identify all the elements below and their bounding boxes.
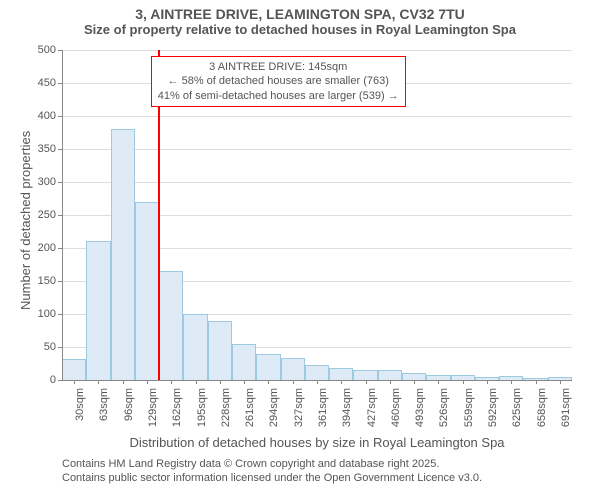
x-tick-label: 30sqm xyxy=(74,388,86,438)
chart-container: 3, AINTREE DRIVE, LEAMINGTON SPA, CV32 7… xyxy=(0,0,600,500)
histogram-bar xyxy=(135,202,159,380)
y-tick-label: 500 xyxy=(24,44,56,56)
y-tick-label: 450 xyxy=(24,77,56,89)
x-tick-label: 162sqm xyxy=(171,388,183,438)
callout-box: 3 AINTREE DRIVE: 145sqm← 58% of detached… xyxy=(151,56,406,107)
footer: Contains HM Land Registry data © Crown c… xyxy=(62,458,482,486)
x-tick-label: 195sqm xyxy=(196,388,208,438)
x-tick-label: 427sqm xyxy=(366,388,378,438)
histogram-bar xyxy=(111,129,135,380)
histogram-bar xyxy=(159,271,183,380)
histogram-bar xyxy=(402,373,426,380)
x-tick-label: 361sqm xyxy=(317,388,329,438)
callout-line: 41% of semi-detached houses are larger (… xyxy=(158,89,399,103)
y-tick-label: 250 xyxy=(24,209,56,221)
x-tick-label: 625sqm xyxy=(511,388,523,438)
x-tick-label: 559sqm xyxy=(463,388,475,438)
x-tick-label: 658sqm xyxy=(536,388,548,438)
histogram-bar xyxy=(62,359,86,380)
y-tick-label: 350 xyxy=(24,143,56,155)
x-tick-label: 261sqm xyxy=(244,388,256,438)
histogram-bar xyxy=(353,370,377,380)
callout-line: 3 AINTREE DRIVE: 145sqm xyxy=(158,60,399,74)
y-tick-label: 200 xyxy=(24,242,56,254)
x-axis-line xyxy=(62,380,572,381)
x-tick-label: 294sqm xyxy=(268,388,280,438)
y-tick-label: 100 xyxy=(24,308,56,320)
x-tick-label: 63sqm xyxy=(98,388,110,438)
x-tick-label: 327sqm xyxy=(293,388,305,438)
x-tick-label: 493sqm xyxy=(414,388,426,438)
callout-line: ← 58% of detached houses are smaller (76… xyxy=(158,74,399,88)
gridline xyxy=(62,182,572,183)
histogram-bar xyxy=(232,344,256,380)
histogram-bar xyxy=(256,354,280,380)
histogram-bar xyxy=(281,358,305,380)
x-tick-label: 691sqm xyxy=(560,388,572,438)
footer-line2: Contains public sector information licen… xyxy=(62,472,482,486)
gridline xyxy=(62,149,572,150)
gridline xyxy=(62,50,572,51)
y-tick-label: 400 xyxy=(24,110,56,122)
x-tick-label: 96sqm xyxy=(123,388,135,438)
title-line2: Size of property relative to detached ho… xyxy=(0,22,600,41)
histogram-bar xyxy=(329,368,353,380)
x-tick-label: 526sqm xyxy=(438,388,450,438)
y-tick-label: 300 xyxy=(24,176,56,188)
x-tick-label: 460sqm xyxy=(390,388,402,438)
x-axis-label: Distribution of detached houses by size … xyxy=(62,435,572,450)
y-tick-label: 150 xyxy=(24,275,56,287)
footer-line1: Contains HM Land Registry data © Crown c… xyxy=(62,458,482,472)
plot-area: 05010015020025030035040045050030sqm63sqm… xyxy=(62,50,572,380)
y-tick-label: 0 xyxy=(24,374,56,386)
title-line1: 3, AINTREE DRIVE, LEAMINGTON SPA, CV32 7… xyxy=(0,0,600,22)
histogram-bar xyxy=(86,241,110,380)
histogram-bar xyxy=(208,321,232,380)
x-tick-label: 394sqm xyxy=(341,388,353,438)
histogram-bar xyxy=(305,365,329,380)
x-tick-label: 592sqm xyxy=(487,388,499,438)
x-tick-label: 228sqm xyxy=(220,388,232,438)
gridline xyxy=(62,116,572,117)
histogram-bar xyxy=(378,370,402,380)
y-tick-label: 50 xyxy=(24,341,56,353)
y-axis-line xyxy=(62,50,63,380)
histogram-bar xyxy=(183,314,207,380)
x-tick-label: 129sqm xyxy=(147,388,159,438)
